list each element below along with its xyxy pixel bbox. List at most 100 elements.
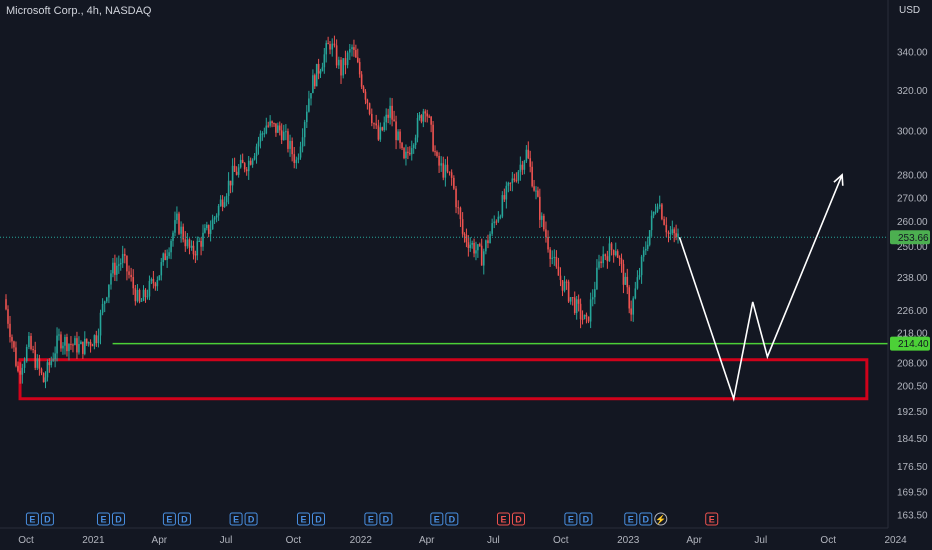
candle-body (130, 274, 132, 278)
candle-body (112, 262, 114, 274)
candle-body (62, 345, 64, 349)
candle-body (82, 341, 84, 354)
candle-body (393, 119, 395, 122)
candle-body (533, 186, 535, 191)
candle-body (180, 226, 182, 234)
candle-body (591, 297, 594, 300)
candle-body (103, 301, 106, 304)
candle-body (299, 146, 302, 158)
candle-body (600, 261, 602, 264)
candle-body (606, 256, 609, 262)
candle-body (110, 273, 112, 285)
candle-body (194, 254, 197, 256)
candle-body (442, 163, 445, 178)
candle-body (618, 257, 621, 259)
candle-body (373, 123, 375, 125)
candle-body (293, 154, 296, 164)
candle-body (356, 57, 359, 63)
candle-body (184, 239, 187, 247)
candle-body (652, 211, 655, 216)
candle-body (654, 211, 657, 213)
candle-body (192, 245, 195, 255)
candle-body (271, 121, 273, 124)
candle-body (34, 350, 37, 368)
candle-body (280, 130, 283, 141)
candle-body (344, 58, 347, 66)
candle-body (275, 123, 277, 133)
candle-body (440, 163, 442, 166)
candle-body (389, 105, 391, 118)
chart-title: Microsoft Corp., 4h, NASDAQ (6, 5, 152, 17)
candle-body (114, 262, 116, 275)
candle-body (78, 344, 80, 353)
candle-body (207, 224, 210, 234)
candle-body (577, 299, 580, 304)
candle-body (549, 249, 551, 259)
candle-body (537, 190, 539, 197)
candle-body (19, 370, 21, 375)
candle-body (305, 111, 308, 123)
candle-body (108, 284, 110, 298)
candle-body (583, 314, 586, 320)
candle-body (340, 59, 342, 76)
candle-body (136, 289, 139, 302)
candle-body (665, 224, 668, 233)
candle-body (559, 275, 562, 281)
candle-body (620, 258, 623, 265)
candle-body (213, 217, 216, 220)
candle-body (397, 131, 399, 141)
candle-body (602, 254, 604, 264)
candle-body (116, 265, 118, 275)
y-tick-label: 238.00 (897, 273, 928, 284)
candle-body (198, 240, 200, 242)
candle-body (186, 239, 189, 247)
earnings-event-icon (162, 512, 176, 526)
candle-body (358, 62, 361, 75)
y-tick-label: 169.50 (897, 488, 928, 499)
candle-body (598, 261, 600, 268)
candle-body (525, 149, 528, 162)
candle-body (80, 341, 82, 345)
candle-body (661, 204, 663, 220)
candle-body (251, 159, 254, 165)
candle-body (519, 164, 522, 172)
candle-body (405, 151, 407, 159)
candle-body (515, 180, 518, 182)
earnings-event-icon (564, 512, 578, 526)
candle-body (646, 244, 649, 249)
candle-body (353, 47, 355, 51)
candle-body (231, 165, 234, 186)
candle-body (545, 229, 547, 238)
candle-body (176, 213, 178, 221)
candle-body (608, 243, 611, 262)
candle-body (475, 250, 477, 254)
candle-body (401, 142, 403, 149)
candle-body (144, 289, 147, 297)
candle-body (505, 185, 508, 200)
y-tick-label: 176.50 (897, 462, 928, 473)
event-badge-label: E (29, 515, 35, 525)
candle-body (60, 334, 62, 349)
event-badge-label: E (166, 515, 172, 525)
x-tick-label: Apr (686, 535, 702, 546)
y-tick-label: 218.00 (897, 329, 928, 340)
candle-body (409, 152, 411, 155)
candle-body (249, 160, 252, 165)
candle-body (99, 312, 102, 336)
candle-body (491, 223, 493, 234)
candle-body (555, 256, 558, 267)
candle-body (188, 239, 191, 248)
event-badge-label: D (643, 515, 650, 525)
candle-body (273, 123, 275, 125)
candle-body (553, 256, 556, 258)
candle-body (134, 288, 137, 302)
candle-body (459, 207, 462, 220)
candle-body (329, 43, 331, 50)
candle-body (412, 145, 415, 149)
projection-arrowhead (833, 173, 844, 186)
candle-body (269, 121, 271, 126)
candle-body (93, 335, 96, 346)
y-tick-label: 200.50 (897, 381, 928, 392)
y-tick-label: 280.00 (897, 170, 928, 181)
